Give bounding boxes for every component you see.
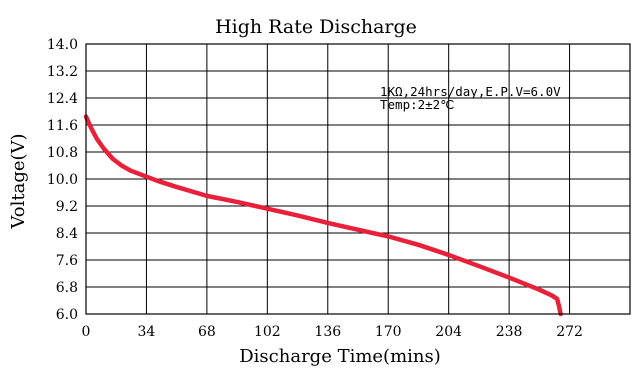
y-tick-label: 11.6 bbox=[47, 118, 78, 134]
y-tick-label: 7.6 bbox=[56, 253, 78, 269]
series-line bbox=[83, 114, 563, 317]
y-tick-label: 13.2 bbox=[47, 64, 78, 80]
x-tick-label: 136 bbox=[314, 324, 341, 340]
y-axis-label: Voltage(V) bbox=[8, 133, 29, 229]
x-tick-label: 68 bbox=[198, 324, 216, 340]
x-tick-labels: 0 34 68 102 136 170 204 238 272 bbox=[82, 324, 583, 340]
x-tick-label: 204 bbox=[435, 324, 462, 340]
y-tick-label: 9.2 bbox=[56, 199, 78, 215]
annotation-line-1: 1KΩ,24hrs/day,E.P.V=6.0V bbox=[380, 84, 561, 99]
x-tick-label: 238 bbox=[496, 324, 523, 340]
series-lines bbox=[83, 114, 563, 317]
y-tick-label: 10.0 bbox=[47, 172, 78, 188]
x-tick-label: 170 bbox=[375, 324, 402, 340]
y-tick-label: 12.4 bbox=[47, 91, 78, 107]
y-tick-label: 6.0 bbox=[56, 307, 78, 323]
plot-frame bbox=[85, 43, 631, 315]
x-axis-label: Discharge Time(mins) bbox=[239, 346, 441, 367]
y-tick-label: 14.0 bbox=[47, 37, 78, 53]
x-tick-label: 34 bbox=[138, 324, 156, 340]
y-tick-label: 8.4 bbox=[56, 226, 78, 242]
grid-lines bbox=[85, 43, 630, 315]
y-tick-labels: 6.0 6.8 7.6 8.4 9.2 10.0 10.8 11.6 12.4 13.2 14.0 bbox=[47, 37, 78, 323]
chart-title: High Rate Discharge bbox=[215, 16, 417, 38]
x-tick-label: 102 bbox=[254, 324, 281, 340]
x-tick-label: 272 bbox=[556, 324, 583, 340]
x-tick-label: 0 bbox=[82, 324, 91, 340]
y-tick-label: 6.8 bbox=[56, 280, 78, 296]
annotation-line-2: Temp:2±2℃ bbox=[380, 97, 454, 112]
y-tick-label: 10.8 bbox=[47, 145, 78, 161]
